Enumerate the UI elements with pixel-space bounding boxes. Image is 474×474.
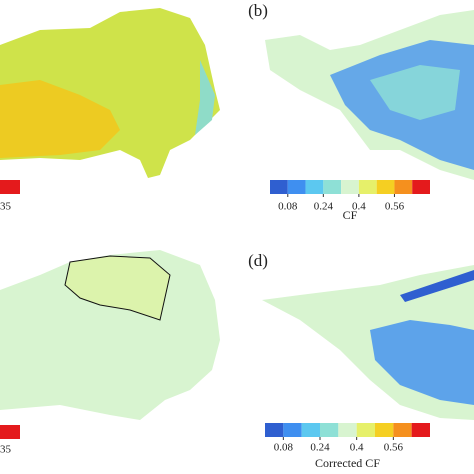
colorbar-tick-label: 35	[0, 444, 12, 456]
colorbar-segment	[0, 425, 20, 439]
colorbar-segment	[265, 423, 284, 437]
map-a-hot	[0, 80, 120, 158]
map-c-outline	[64, 255, 171, 321]
colorbar-tick-label: 0.56	[385, 201, 405, 213]
colorbar-tick-label: 0.08	[274, 442, 294, 454]
colorbar-tick-label: 0.24	[310, 442, 330, 454]
colorbar-title: CF	[343, 208, 358, 222]
colorbar-tick-label: 35	[0, 201, 12, 213]
colorbar-tick-label: 0.08	[278, 201, 298, 213]
map-d-top	[400, 270, 474, 302]
colorbar-tick-label: 0.56	[384, 442, 404, 454]
colorbar-tick-label: 0.24	[314, 201, 334, 213]
map-c	[0, 250, 220, 420]
colorbar-segment	[287, 180, 306, 194]
panel-label: (d)	[248, 251, 268, 270]
colorbar-segment	[0, 180, 20, 194]
map-a-edge	[195, 60, 215, 135]
colorbar-segment	[356, 423, 375, 437]
colorbar-tick-label: 0.4	[352, 201, 366, 213]
colorbar-segment	[376, 180, 395, 194]
colorbar-segment	[358, 180, 377, 194]
colorbar-segment	[394, 180, 413, 194]
colorbar-segment	[375, 423, 394, 437]
colorbar-segment	[393, 423, 412, 437]
panel-label: (b)	[248, 1, 268, 20]
colorbar-segment	[338, 423, 357, 437]
colorbar-segment	[320, 423, 339, 437]
colorbar-segment	[323, 180, 342, 194]
colorbar-segment	[341, 180, 359, 194]
map-d-blue	[370, 320, 474, 405]
colorbar-segment	[301, 423, 320, 437]
colorbar-segment	[412, 180, 430, 194]
colorbar-title: Corrected CF	[315, 456, 380, 470]
colorbar-segment	[270, 180, 288, 194]
colorbar-tick-label: 0.4	[350, 442, 364, 454]
map-b-cyan	[370, 65, 460, 120]
colorbar-segment	[305, 180, 324, 194]
colorbar-segment	[283, 423, 302, 437]
colorbar-segment	[411, 423, 430, 437]
